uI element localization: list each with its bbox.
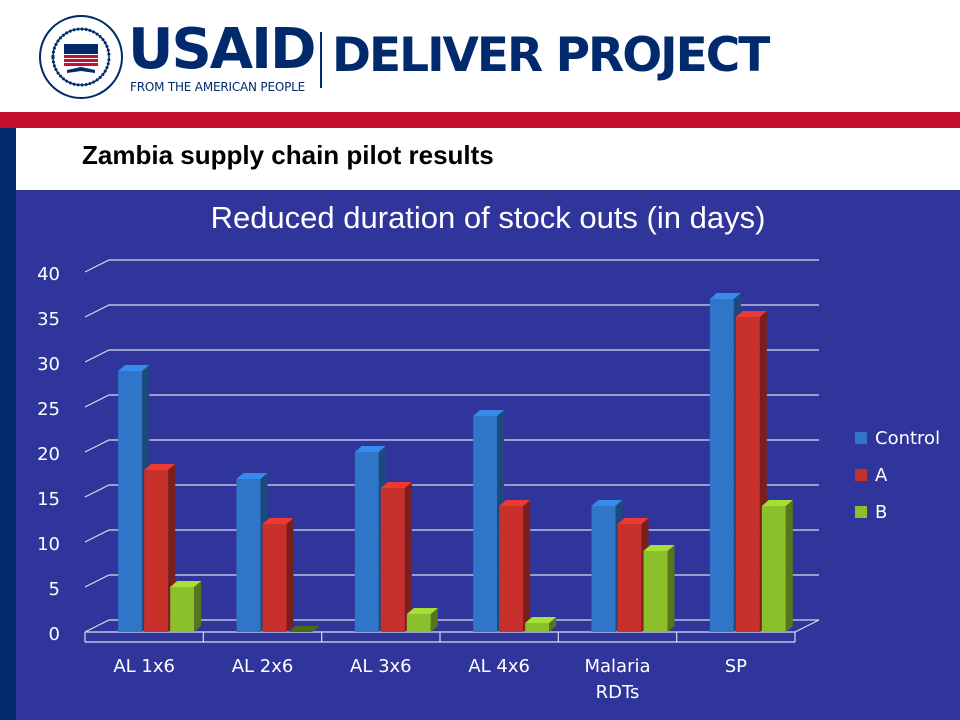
y-tick-label: 25 bbox=[37, 399, 60, 420]
brand-tagline: FROM THE AMERICAN PEOPLE bbox=[130, 80, 305, 94]
bar-side bbox=[667, 545, 675, 632]
legend-swatch bbox=[855, 506, 867, 518]
bar-top bbox=[406, 608, 438, 614]
usaid-seal-icon bbox=[39, 15, 123, 99]
bar-top bbox=[525, 617, 557, 623]
bar-a bbox=[144, 470, 169, 632]
bar-side bbox=[785, 500, 793, 632]
project-logo-text: DELIVER PROJECT bbox=[332, 28, 770, 83]
bar-control bbox=[473, 416, 498, 632]
bar-top bbox=[144, 464, 176, 470]
bar-top bbox=[735, 311, 767, 317]
x-tick-label: AL 4x6 bbox=[468, 656, 530, 677]
subtitle-bar: Zambia supply chain pilot results bbox=[16, 128, 960, 190]
brand-logo-text: USAID bbox=[128, 17, 316, 82]
bar-top bbox=[709, 293, 741, 299]
logo-divider bbox=[320, 32, 322, 88]
bar-control bbox=[236, 479, 261, 632]
bar-top bbox=[262, 518, 294, 524]
legend-label: B bbox=[875, 501, 888, 523]
legend-swatch bbox=[855, 469, 867, 481]
bar-side bbox=[549, 617, 557, 632]
bar-top bbox=[170, 581, 202, 587]
x-tick-label: RDTs bbox=[596, 682, 640, 703]
legend-item: A bbox=[855, 464, 887, 486]
bar-side bbox=[523, 500, 531, 632]
gridline bbox=[84, 484, 819, 498]
x-tick-label: Malaria bbox=[584, 656, 650, 677]
gridline bbox=[84, 259, 819, 273]
bar-top bbox=[499, 500, 531, 506]
y-tick-label: 30 bbox=[37, 354, 60, 375]
gridline bbox=[84, 394, 819, 408]
bar-side bbox=[194, 581, 202, 632]
bar-b bbox=[406, 614, 431, 632]
x-tick-label: AL 2x6 bbox=[232, 656, 294, 677]
bar-top bbox=[118, 365, 150, 371]
y-tick-label: 40 bbox=[37, 264, 60, 285]
bar-top bbox=[617, 518, 649, 524]
bar-a bbox=[499, 506, 524, 632]
legend-item: B bbox=[855, 501, 887, 523]
bar-control bbox=[709, 299, 734, 632]
bar-a bbox=[262, 524, 287, 632]
y-tick-label: 10 bbox=[37, 534, 60, 555]
bar-b bbox=[761, 506, 786, 632]
left-accent-strip bbox=[0, 128, 16, 720]
x-tick-label: AL 1x6 bbox=[113, 656, 175, 677]
gridline bbox=[84, 574, 819, 588]
y-tick-label: 0 bbox=[49, 624, 60, 645]
gridline bbox=[84, 529, 819, 543]
legend-label: A bbox=[875, 464, 888, 486]
bar-side bbox=[430, 608, 438, 632]
bar-a bbox=[380, 488, 405, 632]
bar-b bbox=[170, 587, 195, 632]
header: USAID FROM THE AMERICAN PEOPLE DELIVER P… bbox=[0, 0, 960, 112]
bar-b bbox=[643, 551, 668, 632]
bar-top bbox=[380, 482, 412, 488]
bar-top bbox=[473, 410, 505, 416]
legend-item: Control bbox=[855, 427, 940, 449]
bar-top bbox=[591, 500, 623, 506]
bar-side bbox=[404, 482, 412, 632]
bar-a bbox=[617, 524, 642, 632]
chart-title: Reduced duration of stock outs (in days) bbox=[210, 200, 766, 235]
x-tick-label: AL 3x6 bbox=[350, 656, 412, 677]
legend-swatch bbox=[855, 432, 867, 444]
gridline bbox=[84, 619, 819, 633]
y-tick-label: 35 bbox=[37, 309, 60, 330]
bar-top bbox=[288, 626, 320, 632]
legend-label: Control bbox=[875, 427, 941, 449]
bar-top bbox=[643, 545, 675, 551]
bar-side bbox=[286, 518, 294, 632]
gridline bbox=[84, 349, 819, 363]
bar-b bbox=[525, 623, 550, 632]
bar-a bbox=[735, 317, 760, 632]
bar-top bbox=[354, 446, 386, 452]
bar-top bbox=[761, 500, 793, 506]
bar-control bbox=[591, 506, 616, 632]
bar-control bbox=[354, 452, 379, 632]
y-tick-label: 5 bbox=[49, 579, 60, 600]
bar-control bbox=[118, 371, 143, 632]
y-tick-label: 20 bbox=[37, 444, 60, 465]
gridline bbox=[84, 304, 819, 318]
x-tick-label: SP bbox=[725, 656, 747, 677]
slide-subtitle: Zambia supply chain pilot results bbox=[82, 140, 494, 170]
header-red-band bbox=[0, 112, 960, 128]
bar-top bbox=[236, 473, 268, 479]
y-tick-label: 15 bbox=[37, 489, 60, 510]
gridline bbox=[84, 439, 819, 453]
